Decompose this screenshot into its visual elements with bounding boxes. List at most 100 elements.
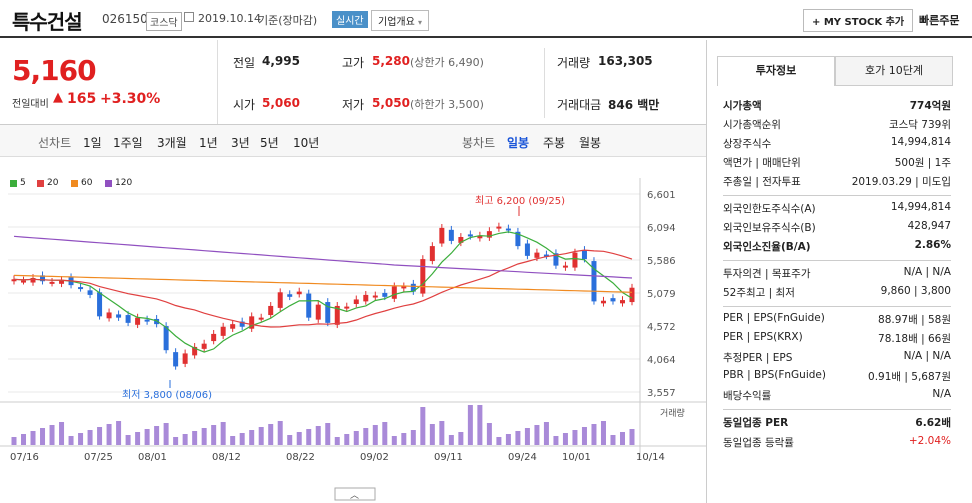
candle-body [515, 231, 521, 247]
candle-body [239, 321, 245, 327]
candle-body [363, 294, 369, 302]
period-tab[interactable]: 1년 [199, 136, 218, 150]
candle-tab[interactable]: 일봉 [507, 136, 530, 150]
volume-bar [334, 437, 340, 445]
info-value: 14,994,814 [890, 201, 951, 213]
candle-tab[interactable]: 월봉 [579, 136, 602, 150]
volume-bar [515, 431, 521, 445]
info-value: N/A [932, 388, 951, 400]
candle-body [49, 281, 55, 284]
volume-bar [429, 424, 435, 445]
candle-body [553, 253, 559, 266]
up-triangle-icon: ▲ [53, 90, 63, 105]
volume-bar [59, 422, 65, 445]
info-value: N/A | N/A [903, 350, 951, 362]
volume-bar [87, 430, 93, 445]
info-value: 774억원 [909, 100, 951, 112]
legend-swatch [37, 180, 44, 187]
volume-bar [363, 428, 369, 445]
volume-bar [11, 437, 17, 445]
volume-bar [258, 427, 264, 445]
candle-body [353, 299, 359, 304]
tab-orderbook[interactable]: 호가 10단계 [835, 56, 953, 86]
candle-body [97, 292, 103, 317]
info-value: 9,860 | 3,800 [880, 285, 951, 297]
open-label: 시가 [233, 98, 256, 112]
candle-body [543, 254, 549, 257]
candle-body [439, 227, 445, 244]
info-value: 78.18배 | 66원 [878, 333, 951, 345]
divider [723, 195, 951, 196]
legend-label: 5 [20, 178, 26, 188]
upper-limit: (상한가 6,490) [410, 56, 484, 69]
mystock-add-button[interactable]: + MY STOCK 추가 [803, 9, 914, 32]
prev-close-label: 전일 [233, 56, 256, 70]
legend-swatch [105, 180, 112, 187]
chevron-up-icon: ︿ [350, 491, 359, 501]
info-key: 외국인보유주식수(B) [723, 222, 816, 234]
prev-close-value: 4,995 [262, 54, 300, 68]
info-row: 액면가 | 매매단위 500원 | 1주 [723, 155, 951, 170]
volume-label: 거래량 [660, 407, 685, 419]
candle-body [144, 319, 150, 322]
volume-bar [410, 430, 416, 445]
volume-bar [68, 436, 74, 445]
candle-body [458, 236, 464, 243]
info-key: 외국인한도주식수(A) [723, 203, 816, 215]
x-tick-label: 08/12 [212, 452, 241, 463]
period-tab[interactable]: 1일 [83, 136, 102, 150]
y-tick-label: 6,601 [647, 190, 676, 201]
period-tab[interactable]: 3개월 [157, 136, 187, 150]
candle-body [40, 275, 46, 282]
tab-invest-info[interactable]: 투자정보 [717, 56, 835, 86]
quick-order-button[interactable]: 빠른주문 [919, 14, 960, 27]
volume-bar [420, 407, 426, 445]
x-tick-label: 10/14 [636, 452, 665, 463]
period-tab[interactable]: 3년 [231, 136, 250, 150]
info-key: 주총일 | 전자투표 [723, 176, 801, 188]
lower-limit: (하한가 3,500) [410, 98, 484, 111]
volume-bar [315, 426, 321, 445]
info-row: 외국인소진율(B/A) 2.86% [723, 239, 951, 254]
market-badge: 코스닥 [146, 12, 182, 31]
basis-text: 기준(장마감) [258, 14, 318, 27]
y-tick-label: 5,079 [647, 289, 676, 300]
volume-bar [534, 425, 540, 445]
line-chart-label: 선차트 [38, 136, 72, 150]
legend-label: 60 [81, 178, 93, 188]
high-annotation: 최고 6,200 (09/25) [475, 195, 565, 207]
info-value: 코스닥 739위 [888, 119, 951, 131]
company-info-dropdown[interactable]: 기업개요 ▾ [371, 10, 430, 31]
info-value: 88.97배 | 58원 [878, 314, 951, 326]
realtime-badge[interactable]: 실시간 [332, 11, 368, 28]
moving-average-line [13, 235, 633, 279]
period-tab[interactable]: 5년 [260, 136, 279, 150]
candle-chart-label: 봉차트 [462, 136, 496, 150]
info-value: 0.91배 | 5,687원 [868, 371, 951, 383]
candle-body [344, 306, 350, 309]
period-tab[interactable]: 10년 [293, 136, 320, 150]
divider [544, 48, 545, 118]
candle-body [448, 229, 454, 241]
y-tick-label: 3,557 [647, 388, 676, 399]
info-key: PER | EPS(FnGuide) [723, 312, 825, 324]
volume-bar [296, 432, 302, 445]
price-change-pct: +3.30% [100, 91, 161, 107]
moving-average-line [13, 249, 633, 328]
volume-bar [116, 421, 122, 445]
period-tab[interactable]: 1주일 [113, 136, 143, 150]
candle-body [629, 287, 635, 303]
volume-bar [619, 432, 625, 445]
volume-bar [40, 428, 46, 445]
candle-tab[interactable]: 주봉 [543, 136, 566, 150]
amount-label: 거래대금 [557, 98, 602, 112]
info-key: PER | EPS(KRX) [723, 331, 803, 343]
stock-header [0, 0, 972, 38]
divider [723, 260, 951, 261]
volume-bar [524, 428, 530, 445]
candle-body [173, 352, 179, 367]
candle-body [87, 290, 93, 295]
candle-body [21, 280, 27, 283]
volume-bar [201, 428, 207, 445]
calendar-icon [184, 12, 194, 22]
